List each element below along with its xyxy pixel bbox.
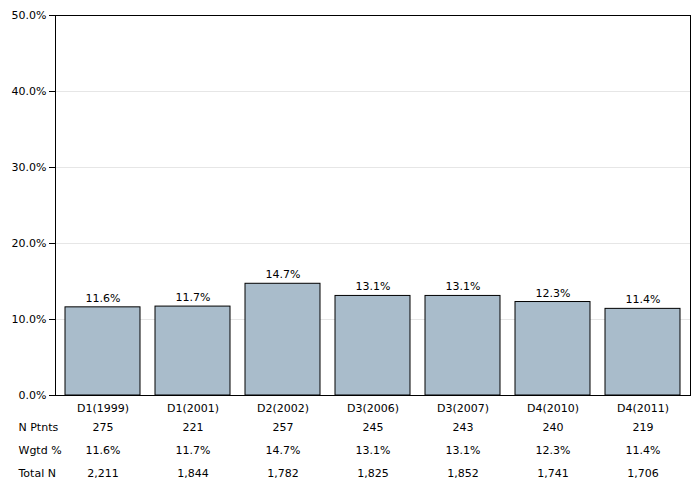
- svg-text:1,825: 1,825: [357, 467, 389, 480]
- svg-text:D4(2011): D4(2011): [617, 402, 669, 415]
- svg-text:50.0%: 50.0%: [12, 9, 47, 22]
- svg-text:1,741: 1,741: [537, 467, 569, 480]
- svg-text:2,211: 2,211: [87, 467, 119, 480]
- svg-text:N Ptnts: N Ptnts: [19, 421, 59, 434]
- svg-text:275: 275: [93, 421, 114, 434]
- svg-text:13.1%: 13.1%: [446, 444, 481, 457]
- svg-text:Wgtd %: Wgtd %: [19, 444, 62, 457]
- svg-text:11.7%: 11.7%: [176, 444, 211, 457]
- svg-text:243: 243: [453, 421, 474, 434]
- svg-text:Total N: Total N: [18, 467, 56, 480]
- svg-text:12.3%: 12.3%: [536, 287, 571, 300]
- svg-text:D1(2001): D1(2001): [167, 402, 219, 415]
- svg-text:14.7%: 14.7%: [266, 444, 301, 457]
- svg-text:D1(1999): D1(1999): [77, 402, 129, 415]
- svg-text:240: 240: [543, 421, 564, 434]
- svg-text:1,844: 1,844: [177, 467, 209, 480]
- svg-text:D4(2010): D4(2010): [527, 402, 579, 415]
- svg-text:40.0%: 40.0%: [12, 85, 47, 98]
- svg-text:13.1%: 13.1%: [356, 280, 391, 293]
- svg-text:11.4%: 11.4%: [626, 444, 661, 457]
- svg-text:11.4%: 11.4%: [626, 293, 661, 306]
- svg-text:30.0%: 30.0%: [12, 161, 47, 174]
- svg-text:1,782: 1,782: [267, 467, 299, 480]
- svg-text:D3(2007): D3(2007): [437, 402, 489, 415]
- svg-text:219: 219: [633, 421, 654, 434]
- svg-text:13.1%: 13.1%: [446, 280, 481, 293]
- svg-text:0.0%: 0.0%: [19, 389, 47, 402]
- svg-text:11.7%: 11.7%: [176, 291, 211, 304]
- svg-text:20.0%: 20.0%: [12, 237, 47, 250]
- svg-text:12.3%: 12.3%: [536, 444, 571, 457]
- svg-text:1,852: 1,852: [447, 467, 479, 480]
- svg-text:245: 245: [363, 421, 384, 434]
- svg-text:14.7%: 14.7%: [266, 268, 301, 281]
- svg-text:10.0%: 10.0%: [12, 313, 47, 326]
- svg-text:D3(2006): D3(2006): [347, 402, 399, 415]
- svg-text:13.1%: 13.1%: [356, 444, 391, 457]
- svg-text:221: 221: [183, 421, 204, 434]
- svg-text:1,706: 1,706: [627, 467, 659, 480]
- svg-text:D2(2002): D2(2002): [257, 402, 309, 415]
- svg-text:11.6%: 11.6%: [86, 444, 121, 457]
- svg-text:257: 257: [273, 421, 294, 434]
- svg-text:11.6%: 11.6%: [86, 292, 121, 305]
